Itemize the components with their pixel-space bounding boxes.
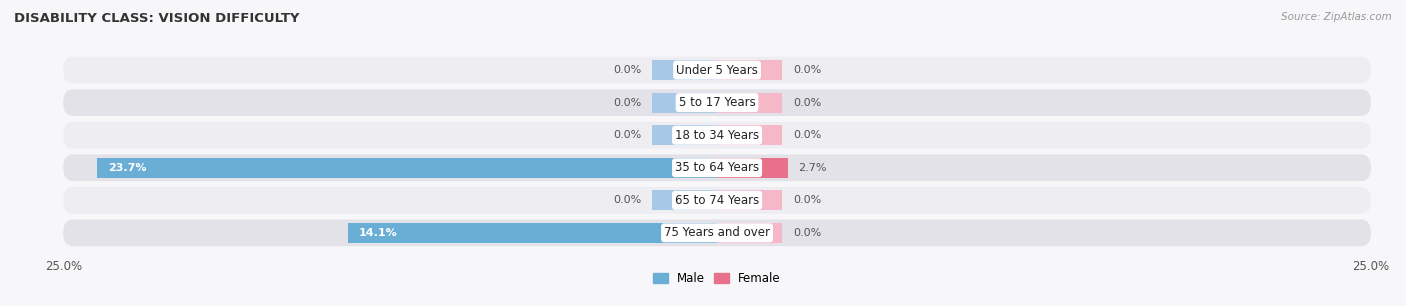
Text: 0.0%: 0.0%	[613, 98, 641, 108]
FancyBboxPatch shape	[63, 187, 1371, 214]
Text: 65 to 74 Years: 65 to 74 Years	[675, 194, 759, 207]
Bar	[651, 125, 717, 145]
Text: 0.0%: 0.0%	[793, 195, 821, 205]
Text: Under 5 Years: Under 5 Years	[676, 64, 758, 76]
Text: 5 to 17 Years: 5 to 17 Years	[679, 96, 755, 109]
Text: 35 to 64 Years: 35 to 64 Years	[675, 161, 759, 174]
Bar	[717, 125, 782, 145]
Bar	[651, 190, 717, 210]
Legend: Male, Female: Male, Female	[654, 272, 780, 285]
FancyBboxPatch shape	[63, 122, 1371, 148]
Text: 23.7%: 23.7%	[108, 163, 146, 173]
FancyBboxPatch shape	[63, 57, 1371, 84]
FancyBboxPatch shape	[63, 219, 1371, 246]
Bar	[651, 60, 717, 80]
Bar	[651, 93, 717, 113]
Text: 0.0%: 0.0%	[793, 130, 821, 140]
Text: 0.0%: 0.0%	[793, 228, 821, 238]
Text: 0.0%: 0.0%	[613, 130, 641, 140]
Bar	[97, 158, 717, 178]
Bar	[717, 190, 782, 210]
Text: 0.0%: 0.0%	[793, 65, 821, 75]
Text: Source: ZipAtlas.com: Source: ZipAtlas.com	[1281, 12, 1392, 22]
Text: 0.0%: 0.0%	[613, 195, 641, 205]
Bar	[717, 93, 782, 113]
Text: 14.1%: 14.1%	[359, 228, 398, 238]
FancyBboxPatch shape	[63, 89, 1371, 116]
Text: 18 to 34 Years: 18 to 34 Years	[675, 129, 759, 142]
Bar	[349, 223, 717, 243]
Text: 75 Years and over: 75 Years and over	[664, 226, 770, 239]
Text: DISABILITY CLASS: VISION DIFFICULTY: DISABILITY CLASS: VISION DIFFICULTY	[14, 12, 299, 25]
FancyBboxPatch shape	[63, 155, 1371, 181]
Text: 0.0%: 0.0%	[793, 98, 821, 108]
Text: 0.0%: 0.0%	[613, 65, 641, 75]
Bar	[717, 223, 782, 243]
Text: 2.7%: 2.7%	[799, 163, 827, 173]
Bar	[717, 60, 782, 80]
Bar	[717, 158, 787, 178]
